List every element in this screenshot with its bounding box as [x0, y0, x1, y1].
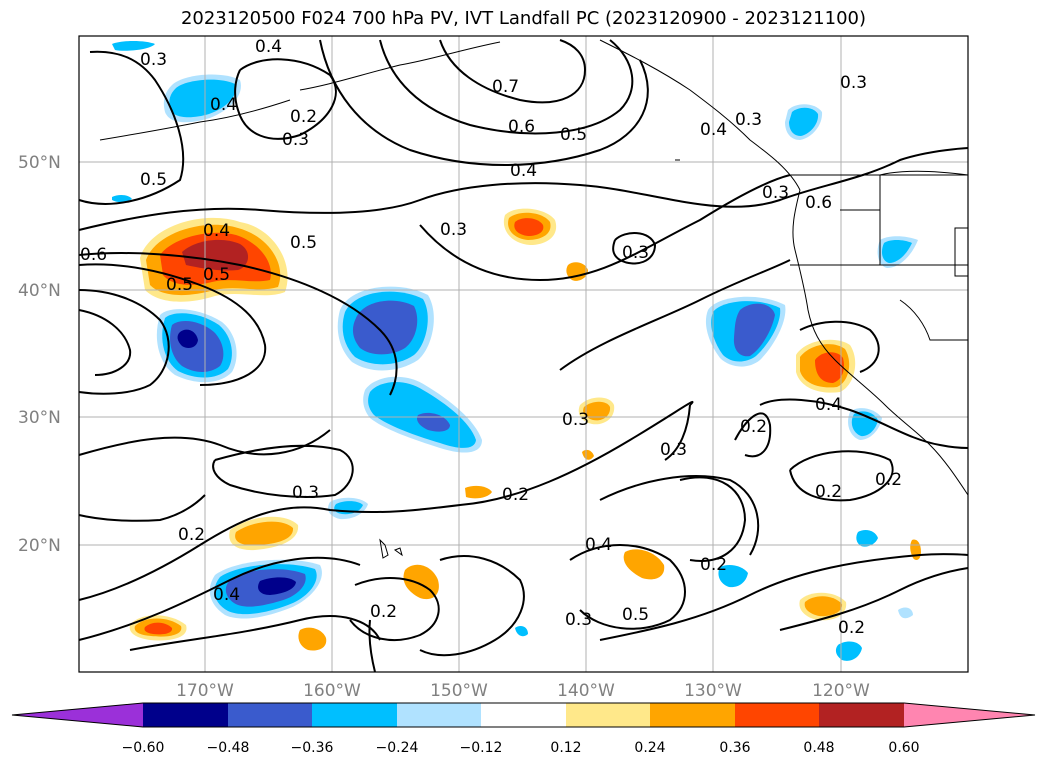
contour-label: 0.3 — [660, 440, 687, 460]
contour-label: 0.3 — [840, 73, 867, 93]
colorbar-segment — [397, 703, 481, 727]
lat-label-50n: 50°N — [18, 153, 61, 173]
lon-label-130w: 130°W — [684, 681, 742, 701]
contour-label: 0.3 — [565, 610, 592, 630]
contour-label: 0.3 — [292, 483, 319, 503]
contour-label: 0.2 — [700, 555, 727, 575]
colorbar-tick-label: −0.36 — [291, 740, 334, 756]
coastlines — [99, 39, 969, 559]
contour-label: 0.2 — [178, 525, 205, 545]
colorbar-tick-label: 0.60 — [888, 740, 919, 756]
contour-label: 0.4 — [510, 161, 537, 181]
contour-label: 0.3 — [762, 183, 789, 203]
colorbar-segment — [650, 703, 735, 727]
contour-label: 0.5 — [203, 265, 230, 285]
contour-label: 0.5 — [166, 275, 193, 295]
colorbar-segment — [228, 703, 312, 727]
contour-label: 0.5 — [140, 170, 167, 190]
colorbar-segment — [735, 703, 819, 727]
contour-label: 0.5 — [622, 605, 649, 625]
colorbar-tick-label: −0.12 — [460, 740, 503, 756]
colorbar-tick-label: 0.12 — [550, 740, 581, 756]
contour-label: 0.2 — [815, 482, 842, 502]
contour-label: 0.5 — [560, 125, 587, 145]
contour-label: 0.4 — [255, 37, 282, 57]
contour-label: 0.5 — [290, 233, 317, 253]
contour-label: 0.2 — [740, 417, 767, 437]
colorbar-labels: −0.60 −0.48 −0.36 −0.24 −0.12 0.12 0.24 … — [122, 740, 920, 756]
contour-label: 0.2 — [875, 470, 902, 490]
contour-label: 0.2 — [370, 602, 397, 622]
colorbar-tick-label: 0.36 — [719, 740, 750, 756]
colorbar-segment — [12, 703, 143, 727]
contour-label: 0.3 — [622, 243, 649, 263]
contour-label: 0.4 — [203, 221, 230, 241]
pv-contours — [78, 39, 969, 673]
lon-label-150w: 150°W — [430, 681, 488, 701]
contour-label: 0.4 — [585, 535, 612, 555]
colorbar — [11, 702, 1036, 728]
lon-label-120w: 120°W — [812, 681, 870, 701]
contour-label: 0.3 — [562, 410, 589, 430]
colorbar-segment — [904, 703, 1035, 727]
latitude-labels: 50°N 40°N 30°N 20°N — [18, 153, 61, 556]
pc-shading — [112, 41, 921, 661]
lon-label-170w: 170°W — [176, 681, 234, 701]
colorbar-outline — [11, 702, 1036, 728]
contour-label: 0.2 — [290, 107, 317, 127]
lon-label-140w: 140°W — [557, 681, 615, 701]
graticule — [79, 36, 968, 672]
contour-label: 0.2 — [838, 618, 865, 638]
contour-label: 0.3 — [735, 110, 762, 130]
contour-label: 0.3 — [140, 50, 167, 70]
contour-label: 0.7 — [492, 77, 519, 97]
map-frame — [78, 35, 969, 673]
lat-label-40n: 40°N — [18, 281, 61, 301]
contour-label: 0.4 — [700, 120, 727, 140]
contour-label: 0.2 — [502, 485, 529, 505]
colorbar-tick-label: −0.60 — [122, 740, 165, 756]
contour-label: 0.4 — [213, 585, 240, 605]
contour-labels: 0.3 0.4 0.2 0.4 0.3 0.5 0.7 0.6 0.5 0.4 … — [80, 37, 902, 638]
colorbar-tick-label: 0.24 — [634, 740, 665, 756]
longitude-labels: 170°W 160°W 150°W 140°W 130°W 120°W — [176, 681, 870, 701]
contour-label: 0.6 — [508, 117, 535, 137]
colorbar-segment — [819, 703, 904, 727]
colorbar-segment — [566, 703, 650, 727]
colorbar-segment — [481, 703, 566, 727]
colorbar-segment — [312, 703, 397, 727]
map-title: 2023120500 F024 700 hPa PV, IVT Landfall… — [180, 8, 867, 29]
contour-label: 0.3 — [282, 130, 309, 150]
contour-label: 0.4 — [815, 395, 842, 415]
lon-label-160w: 160°W — [303, 681, 361, 701]
colorbar-tick-label: −0.48 — [207, 740, 250, 756]
lat-label-20n: 20°N — [18, 536, 61, 556]
lat-label-30n: 30°N — [18, 408, 61, 428]
contour-label: 0.6 — [80, 245, 107, 265]
contour-label: 0.6 — [805, 193, 832, 213]
contour-label: 0.3 — [440, 220, 467, 240]
colorbar-segment — [143, 703, 228, 727]
colorbar-tick-label: 0.48 — [803, 740, 834, 756]
colorbar-tick-label: −0.24 — [376, 740, 419, 756]
contour-label: 0.4 — [210, 95, 237, 115]
